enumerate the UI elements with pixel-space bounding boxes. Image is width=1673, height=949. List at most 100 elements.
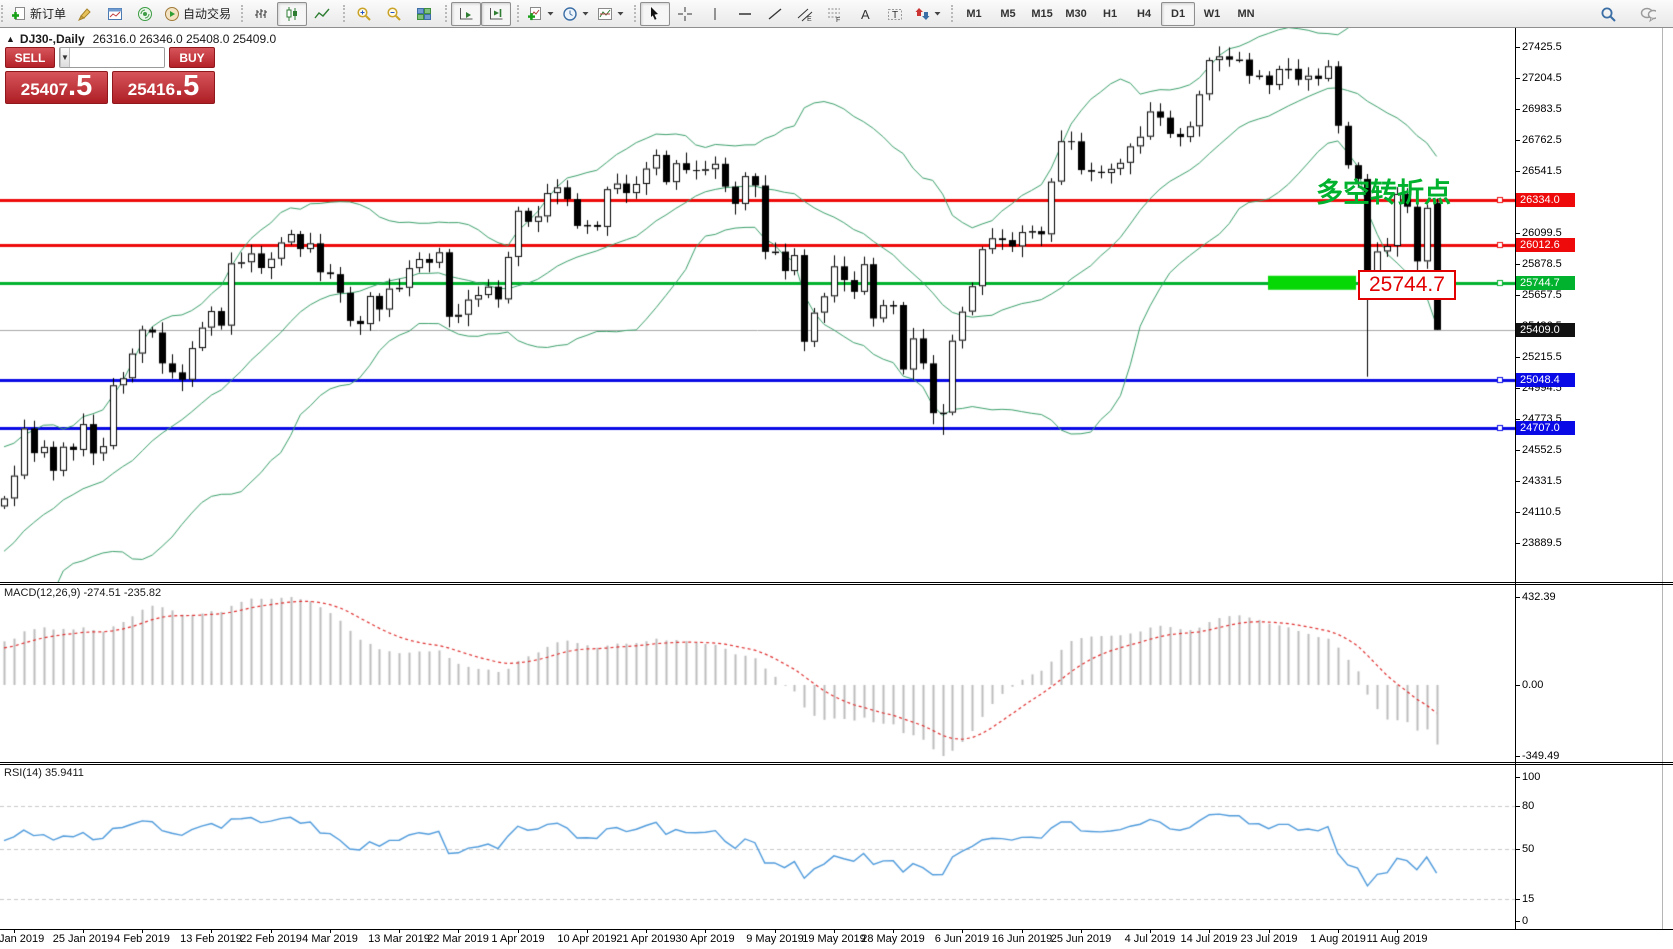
price-chart-canvas[interactable] [0,28,1515,582]
timeframe-m15-button[interactable]: M15 [1025,2,1059,26]
pane-separator[interactable] [0,582,1673,583]
fibonacci-button[interactable]: F [820,2,850,26]
new-order-button[interactable]: 新订单 [7,2,70,26]
price-tick-label: 24773.5 [1522,413,1562,425]
date-tick [893,929,894,933]
arrows-button[interactable] [910,2,945,26]
timeframe-mn-button-label: MN [1237,7,1255,20]
timeframe-mn-button[interactable]: MN [1229,2,1263,26]
price-tick-label: 25657.5 [1522,289,1562,301]
cursor-icon [647,6,663,22]
trendline-button[interactable] [760,2,790,26]
autotrading-button[interactable]: 自动交易 [160,2,235,26]
date-label: 4 Mar 2019 [302,933,358,945]
zoom-in-button[interactable] [349,2,379,26]
horizontal-line-button[interactable] [730,2,760,26]
pane-separator[interactable] [0,584,1673,585]
macd-axis-label: -349.49 [1522,750,1560,762]
sell-price-display[interactable]: 25407.5 [5,71,108,104]
date-tick [705,929,706,933]
crosshair-button[interactable] [670,2,700,26]
zoom-out-button[interactable] [379,2,409,26]
price-tick-label: 24331.5 [1522,475,1562,487]
date-tick [1209,929,1210,933]
date-label: 1 Aug 2019 [1310,933,1366,945]
date-tick [587,929,588,933]
text-button[interactable]: A [850,2,880,26]
date-label: 16 Jan 2019 [0,933,45,945]
rsi-indicator-canvas[interactable] [0,765,1515,929]
date-label: 30 Apr 2019 [675,933,735,945]
price-tick-label: 24552.5 [1522,444,1562,456]
pane-separator[interactable] [0,762,1673,763]
volume-control: ▼ ▲ [59,47,165,68]
new-chart-button[interactable] [100,2,130,26]
price-tick-label: 26320.5 [1522,196,1562,208]
price-axis-border [1515,28,1516,929]
date-label: 14 Jul 2019 [1180,933,1238,945]
date-tick [83,929,84,933]
bar-chart-button[interactable] [247,2,277,26]
timeframe-d1-button[interactable]: D1 [1161,1,1196,26]
svg-text:A: A [861,7,870,22]
community-button[interactable] [1633,2,1663,26]
spin-down-icon: ▼ [61,53,69,62]
date-tick [646,929,647,933]
date-label: 10 Apr 2019 [557,933,617,945]
price-tick-label: 25215.5 [1522,351,1562,363]
timeframe-w1-button[interactable]: W1 [1195,2,1229,26]
vertical-line-button[interactable] [700,2,730,26]
timeframe-h4-button[interactable]: H4 [1127,2,1161,26]
toolbar-group-scroll [444,0,516,27]
autotrading-icon [164,6,180,22]
price-tick-label: 25878.5 [1522,258,1562,270]
auto-scroll-button[interactable] [451,1,482,26]
window-right-border [1662,28,1663,949]
level-price-label: 26334.0 [1516,193,1575,207]
pane-separator[interactable] [0,764,1673,765]
toolbar: 新订单 自动交易 E F A T M1 M5 M15 M30 H1 H4 D1 W1 MN [0,0,1673,28]
candlestick-button[interactable] [277,1,308,26]
timeframe-m1-button[interactable]: M1 [957,2,991,26]
collapse-panel-icon[interactable]: ▲ [6,34,15,44]
chart-shift-button[interactable] [481,1,512,26]
indicators-icon [527,6,543,22]
vertical-line-icon [707,6,723,22]
timeframe-m30-button[interactable]: M30 [1059,2,1093,26]
date-label: 13 Mar 2019 [368,933,430,945]
turning-point-annotation: 多空转折点 [1316,178,1451,208]
tile-windows-button[interactable] [409,2,439,26]
signals-button[interactable] [130,2,160,26]
price-tick-label: 25436.5 [1522,320,1562,332]
community-icon [1640,6,1656,22]
chart-shift-icon [488,6,504,22]
line-chart-button[interactable] [307,2,337,26]
rsi-axis-label: 80 [1522,800,1535,812]
price-tick-label: 26762.5 [1522,134,1562,146]
periods-button[interactable] [558,2,593,26]
search-button[interactable] [1593,2,1623,26]
timeframe-m5-button-label: M5 [1000,7,1016,20]
toolbar-group-standard: 新订单 自动交易 [0,0,240,27]
macd-indicator-canvas[interactable] [0,585,1515,762]
candlestick-icon [284,6,300,22]
date-tick [14,929,15,933]
timeframe-m5-button[interactable]: M5 [991,2,1025,26]
styler-button[interactable] [70,2,100,26]
indicators-button[interactable] [523,2,558,26]
volume-decrease-button[interactable]: ▼ [60,48,70,67]
volume-input[interactable] [69,48,164,67]
sell-button[interactable]: SELL [5,47,55,68]
price-tick-label: 23889.5 [1522,537,1562,549]
timeframe-w1-button-label: W1 [1203,7,1221,20]
timeframe-h1-button[interactable]: H1 [1093,2,1127,26]
cursor-button[interactable] [640,1,671,26]
date-tick [1338,929,1339,933]
buy-button[interactable]: BUY [169,47,215,68]
equidistant-channel-button[interactable]: E [790,2,820,26]
text-label-button[interactable]: T [880,2,910,26]
buy-price-display[interactable]: 25416.5 [112,71,215,104]
templates-button[interactable] [593,2,628,26]
